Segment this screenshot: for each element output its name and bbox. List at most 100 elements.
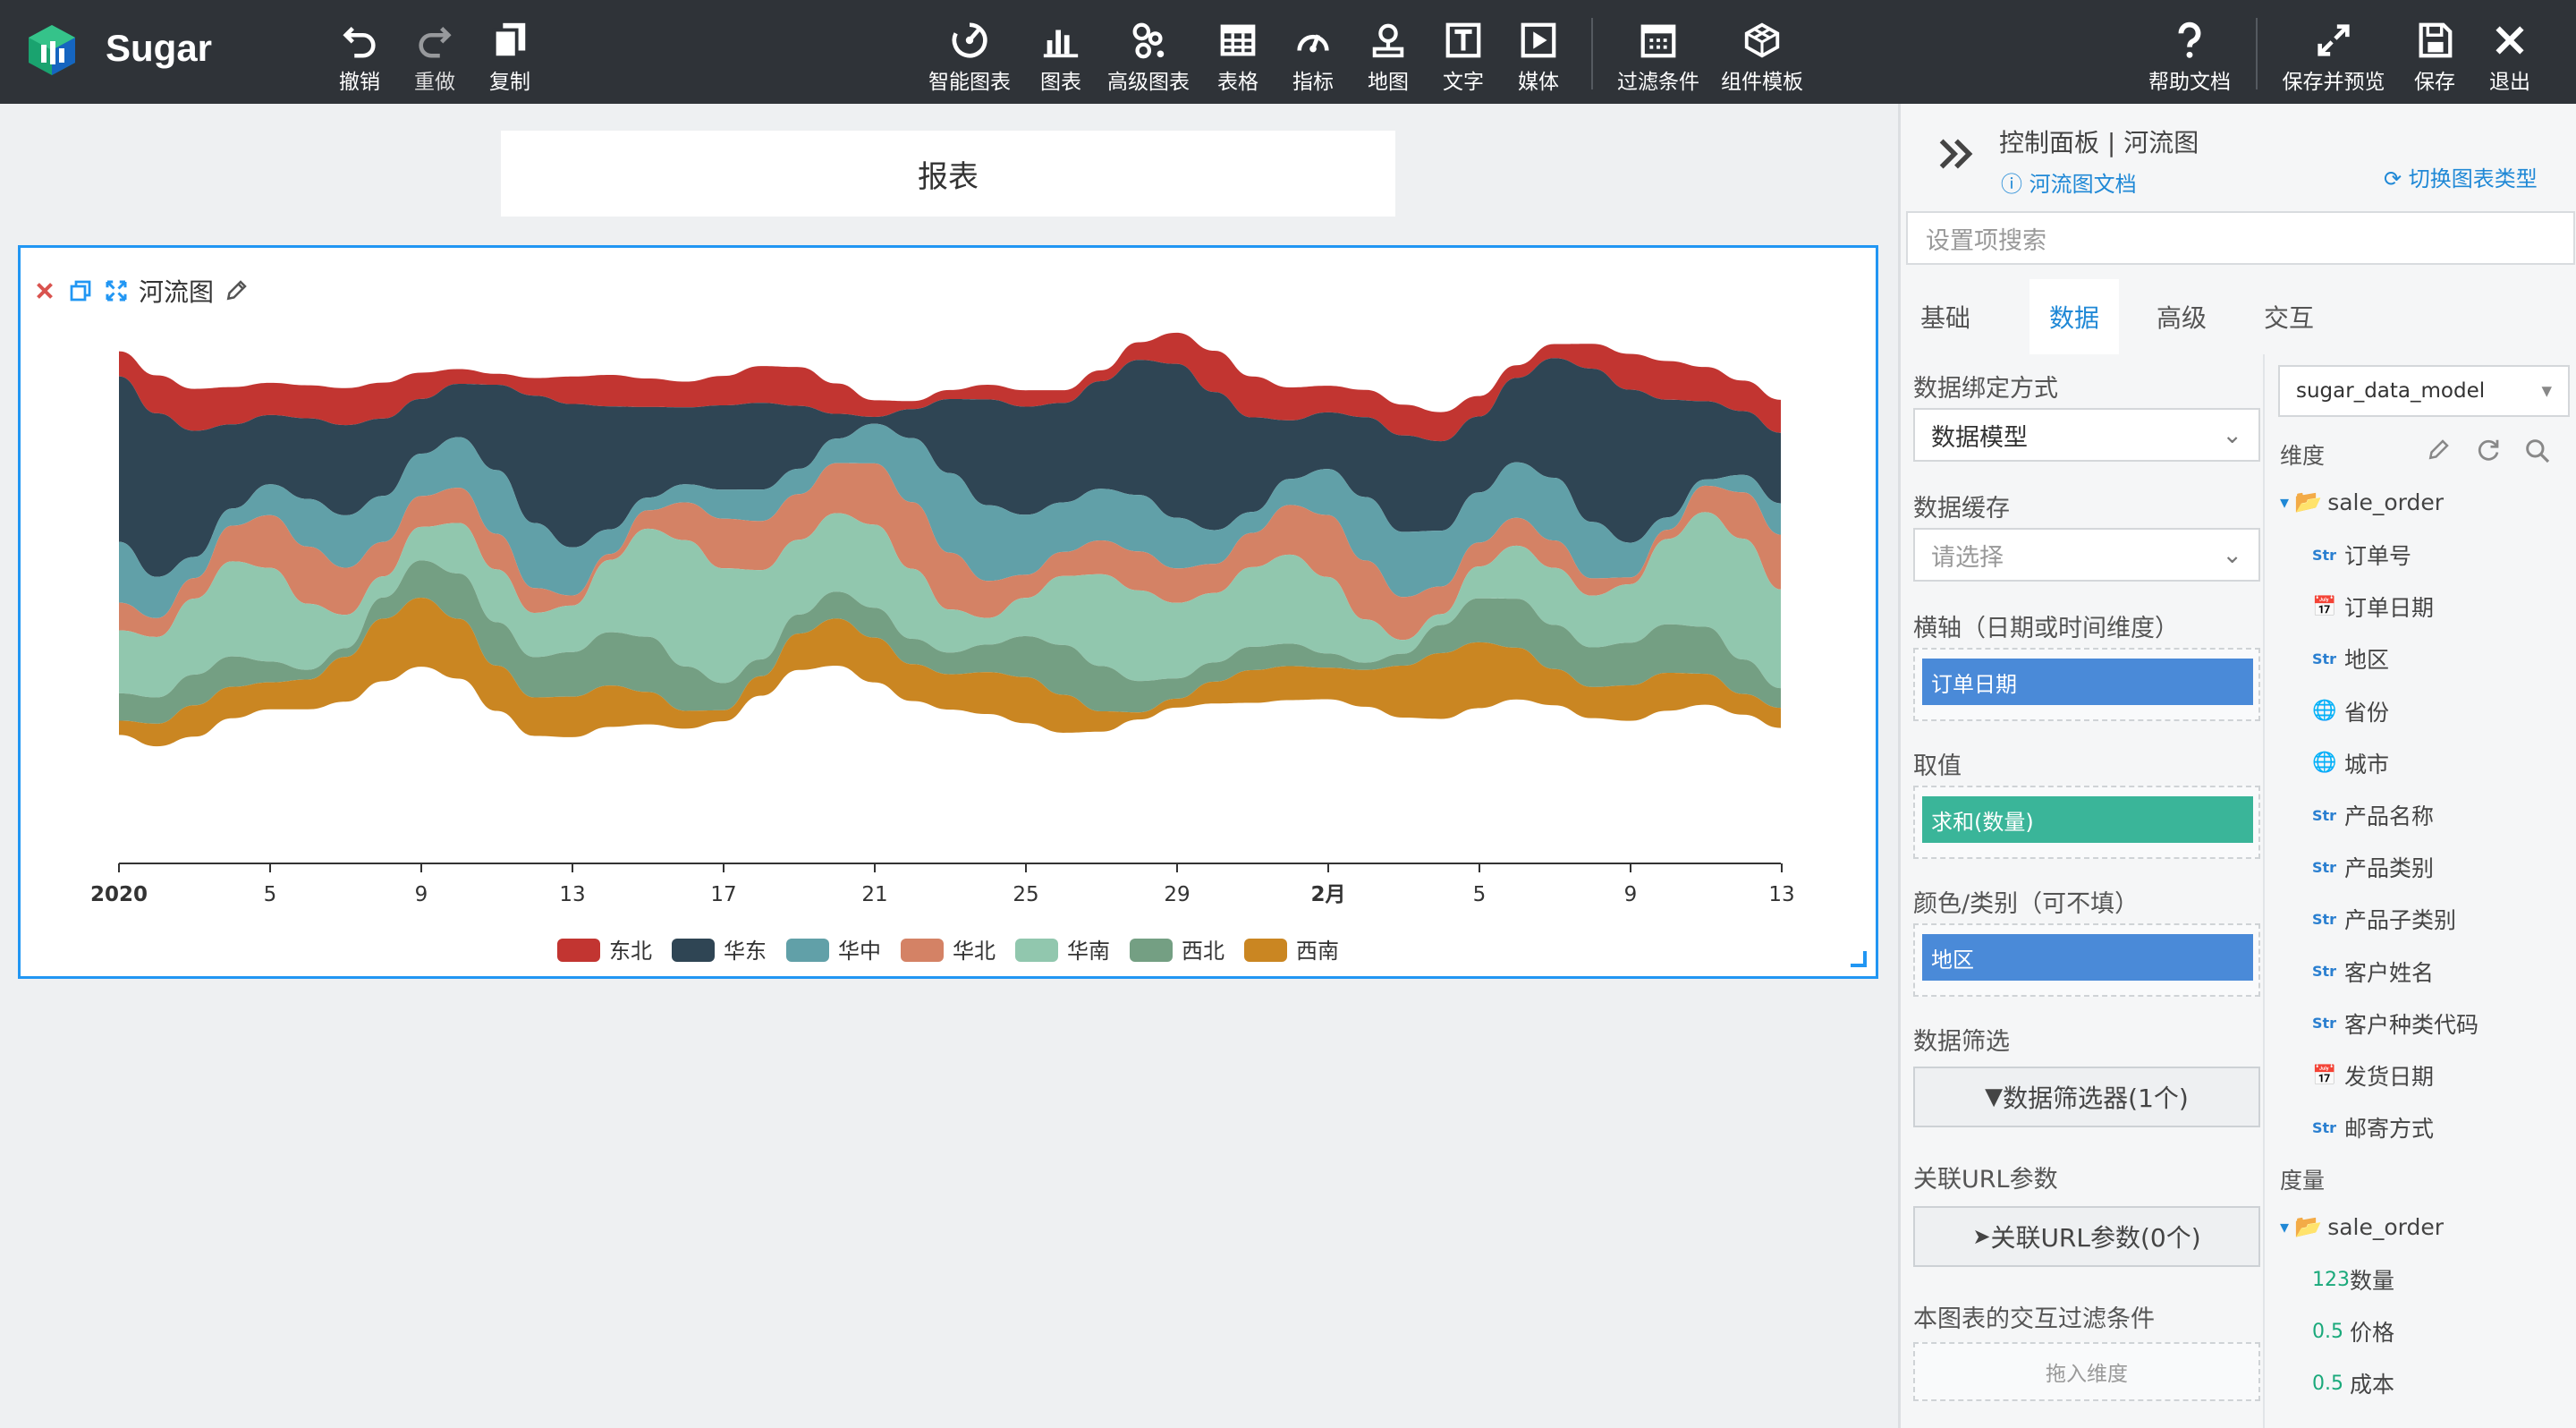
resize-handle-icon[interactable]	[1847, 948, 1867, 967]
help-doc-button[interactable]: 帮助文档	[2147, 13, 2233, 95]
value-chip[interactable]: 求和(数量)	[1922, 796, 2253, 843]
legend-swatch[interactable]	[1015, 939, 1058, 962]
report-title[interactable]: 报表	[501, 131, 1395, 217]
legend-swatch[interactable]	[1130, 939, 1173, 962]
legend-label[interactable]: 华南	[1067, 939, 1110, 964]
chevron-down-icon: ⌄	[2222, 540, 2242, 569]
url-param-button[interactable]: ➤ 关联URL参数(0个)	[1913, 1206, 2260, 1267]
indicator-button[interactable]: 指标	[1286, 13, 1340, 95]
streamgraph-chart: 2020 5 9 13 17 21 25 29 2月 5 9 13 东北 华东 华中 华北 华南 西北 西南	[90, 332, 1795, 964]
chart-card[interactable]: 2020 5 9 13 17 21 25 29 2月 5 9 13 东北 华东 华中 华北 华南 西北 西南 河流图	[18, 245, 1878, 979]
legend-swatch[interactable]	[672, 939, 715, 962]
dimension-field[interactable]: Str 邮寄方式	[2312, 1111, 2434, 1143]
dimension-field[interactable]: Str 产品名称	[2312, 799, 2434, 831]
stream-layer[interactable]	[119, 423, 1781, 618]
legend-label[interactable]: 华东	[724, 939, 767, 964]
component-template-button[interactable]: 组件模板	[1719, 13, 1805, 95]
legend-label[interactable]: 东北	[609, 939, 652, 964]
stream-layer[interactable]	[119, 358, 1781, 577]
stream-layer[interactable]	[119, 560, 1781, 724]
dimension-field[interactable]: 🌐 省份	[2312, 695, 2389, 727]
dimension-field[interactable]: Str 客户姓名	[2312, 956, 2434, 988]
legend-label[interactable]: 西南	[1296, 939, 1339, 964]
x-tick-label: 2月	[1310, 883, 1345, 906]
map-button[interactable]: 地图	[1361, 13, 1415, 95]
save-preview-button[interactable]: 保存并预览	[2277, 13, 2390, 95]
duplicate-icon[interactable]	[67, 277, 94, 304]
doc-link[interactable]: ⓘ 河流图文档	[2001, 172, 2137, 197]
legend-swatch[interactable]	[1244, 939, 1287, 962]
number-type-icon: 123	[2312, 1268, 2350, 1291]
tab-data[interactable]: 数据	[2029, 279, 2119, 354]
undo-button[interactable]: 撤销	[333, 13, 386, 95]
legend-swatch[interactable]	[786, 939, 829, 962]
calendar-icon: 📅	[2312, 1064, 2337, 1087]
chevron-down-icon: ⌄	[2222, 421, 2242, 449]
data-model-select[interactable]: sugar_data_model ▾	[2278, 365, 2570, 417]
edit-pencil-icon[interactable]	[223, 277, 250, 304]
legend-label[interactable]: 西北	[1182, 939, 1224, 964]
measure-folder[interactable]: ▾ 📂 sale_order	[2280, 1213, 2445, 1240]
measure-header: 度量	[2280, 1168, 2326, 1194]
settings-search-input[interactable]: 设置项搜索	[1906, 211, 2575, 265]
dimension-field[interactable]: Str 产品类别	[2312, 851, 2434, 883]
stream-layer[interactable]	[119, 512, 1781, 698]
measure-field[interactable]: 123 数量	[2312, 1263, 2394, 1296]
switch-chart-type[interactable]: ⟳ 切换图表类型	[2384, 166, 2538, 191]
legend-swatch[interactable]	[901, 939, 944, 962]
field-name: 城市	[2344, 751, 2390, 778]
dimension-field[interactable]: Str 订单号	[2312, 539, 2411, 571]
legend-label[interactable]: 华中	[838, 939, 881, 964]
smart-chart-button[interactable]: 智能图表	[927, 13, 1013, 95]
x-tick-label: 17	[710, 883, 736, 906]
dimension-field[interactable]: Str 产品子类别	[2312, 903, 2456, 935]
copy-button[interactable]: 复制	[483, 13, 537, 95]
chart-button[interactable]: 图表	[1034, 13, 1088, 95]
measure-field[interactable]: 0.5 成本	[2312, 1367, 2394, 1399]
delete-icon[interactable]	[31, 277, 58, 304]
refresh-icon[interactable]	[2475, 437, 2502, 463]
interact-dropzone[interactable]: 拖入维度	[1913, 1342, 2260, 1401]
dimension-field[interactable]: Str 客户种类代码	[2312, 1007, 2479, 1040]
edit-icon[interactable]	[2425, 437, 2452, 463]
exit-button[interactable]: 退出	[2483, 13, 2537, 95]
dimension-field[interactable]: 📅 订单日期	[2312, 591, 2434, 623]
stream-layer[interactable]	[119, 598, 1781, 747]
dimension-folder[interactable]: ▾ 📂 sale_order	[2280, 489, 2445, 515]
value-dropzone[interactable]: 求和(数量)	[1913, 786, 2260, 859]
stream-layer[interactable]	[119, 332, 1781, 442]
advanced-chart-button[interactable]: 高级图表	[1106, 13, 1191, 95]
media-button[interactable]: 媒体	[1512, 13, 1565, 95]
fullscreen-icon[interactable]	[103, 277, 130, 304]
tab-advanced[interactable]: 高级	[2156, 303, 2207, 333]
dimension-field[interactable]: 🌐 城市	[2312, 747, 2389, 779]
x-tick-label: 9	[1624, 883, 1638, 906]
redo-button[interactable]: 重做	[408, 13, 462, 95]
cache-select[interactable]: 请选择 ⌄	[1913, 528, 2260, 582]
text-button[interactable]: 文字	[1436, 13, 1490, 95]
data-filter-button[interactable]: ▼ 数据筛选器(1个)	[1913, 1067, 2260, 1127]
legend-label[interactable]: 华北	[953, 939, 996, 964]
field-name: 客户姓名	[2344, 959, 2435, 986]
filter-condition-button[interactable]: 过滤条件	[1615, 13, 1701, 95]
save-button[interactable]: 保存	[2408, 13, 2462, 95]
table-button[interactable]: 表格	[1211, 13, 1265, 95]
xaxis-dropzone[interactable]: 订单日期	[1913, 648, 2260, 721]
binding-select[interactable]: 数据模型 ⌄	[1913, 408, 2260, 462]
stream-layer[interactable]	[119, 463, 1781, 641]
table-icon	[1220, 24, 1256, 56]
globe-icon: 🌐	[2312, 752, 2337, 775]
color-dropzone[interactable]: 地区	[1913, 923, 2260, 997]
collapse-panel-icon[interactable]	[1936, 136, 1976, 172]
color-chip[interactable]: 地区	[1922, 934, 2253, 981]
dimension-field[interactable]: 📅 发货日期	[2312, 1059, 2434, 1092]
search-icon[interactable]	[2523, 437, 2552, 465]
measure-field[interactable]: 0.5 价格	[2312, 1315, 2394, 1347]
dimension-field[interactable]: Str 地区	[2312, 642, 2389, 675]
field-name: 价格	[2350, 1320, 2395, 1346]
legend-swatch[interactable]	[557, 939, 600, 962]
tab-interaction[interactable]: 交互	[2263, 303, 2314, 333]
advanced-chart-icon	[1132, 22, 1165, 59]
tab-basic[interactable]: 基础	[1919, 303, 1970, 333]
xaxis-chip[interactable]: 订单日期	[1922, 659, 2253, 705]
